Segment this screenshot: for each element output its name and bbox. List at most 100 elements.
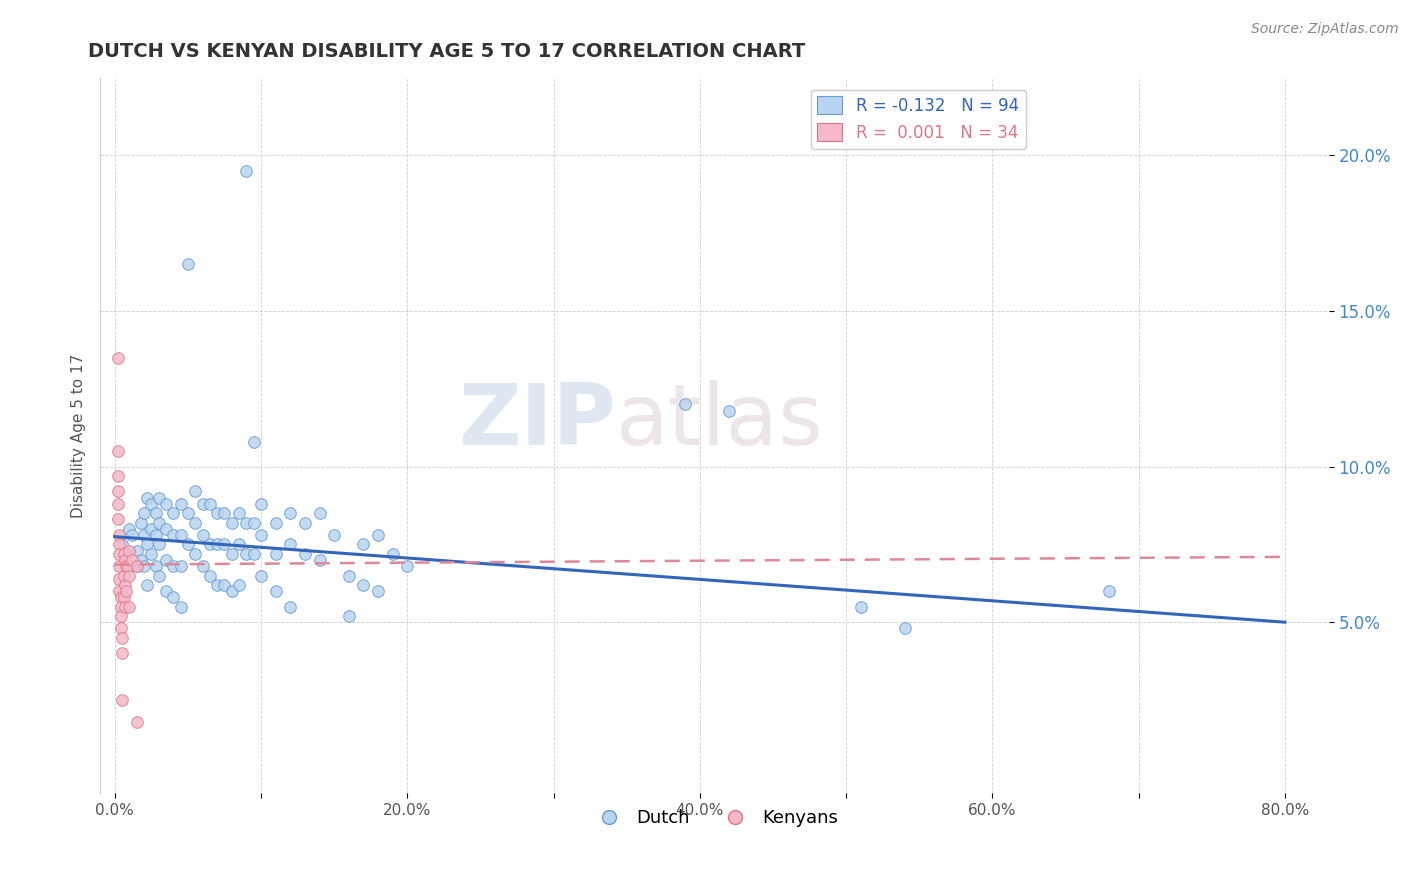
Point	[205, 578, 228, 592]
Point	[235, 516, 257, 530]
Point	[214, 578, 236, 592]
Point	[118, 522, 141, 536]
Point	[191, 559, 214, 574]
Point	[205, 506, 228, 520]
Point	[198, 568, 221, 582]
Point	[278, 506, 301, 520]
Point	[108, 559, 131, 574]
Point	[141, 497, 163, 511]
Point	[169, 559, 191, 574]
Point	[110, 599, 132, 614]
Point	[115, 547, 138, 561]
Point	[148, 516, 170, 530]
Point	[205, 537, 228, 551]
Point	[198, 497, 221, 511]
Point	[121, 553, 143, 567]
Point	[242, 434, 264, 449]
Point	[125, 559, 148, 574]
Point	[118, 599, 141, 614]
Point	[115, 559, 138, 574]
Point	[169, 528, 191, 542]
Point	[148, 491, 170, 505]
Point	[114, 578, 136, 592]
Point	[111, 631, 134, 645]
Point	[177, 257, 200, 271]
Point	[112, 591, 135, 605]
Point	[110, 621, 132, 635]
Point	[141, 547, 163, 561]
Legend: Dutch, Kenyans: Dutch, Kenyans	[583, 802, 845, 834]
Point	[125, 714, 148, 729]
Point	[125, 559, 148, 574]
Point	[235, 164, 257, 178]
Point	[118, 543, 141, 558]
Point	[129, 516, 152, 530]
Point	[214, 506, 236, 520]
Point	[191, 497, 214, 511]
Point	[294, 516, 316, 530]
Point	[242, 516, 264, 530]
Point	[112, 568, 135, 582]
Point	[228, 537, 250, 551]
Point	[294, 547, 316, 561]
Point	[129, 553, 152, 567]
Point	[849, 599, 872, 614]
Point	[132, 559, 155, 574]
Point	[111, 537, 134, 551]
Point	[221, 584, 243, 599]
Point	[264, 547, 287, 561]
Point	[107, 469, 129, 483]
Point	[108, 584, 131, 599]
Point	[155, 522, 177, 536]
Point	[235, 547, 257, 561]
Point	[108, 528, 131, 542]
Text: ZIP: ZIP	[458, 380, 616, 463]
Point	[718, 403, 741, 417]
Point	[184, 484, 207, 499]
Point	[108, 537, 131, 551]
Point	[893, 621, 915, 635]
Point	[108, 572, 131, 586]
Point	[108, 547, 131, 561]
Point	[250, 568, 273, 582]
Point	[214, 537, 236, 551]
Point	[264, 516, 287, 530]
Point	[117, 559, 139, 574]
Point	[118, 559, 141, 574]
Point	[308, 506, 330, 520]
Point	[118, 568, 141, 582]
Point	[155, 497, 177, 511]
Point	[228, 578, 250, 592]
Point	[145, 506, 167, 520]
Point	[177, 537, 200, 551]
Point	[250, 497, 273, 511]
Point	[162, 559, 184, 574]
Point	[148, 568, 170, 582]
Point	[278, 599, 301, 614]
Point	[155, 584, 177, 599]
Point	[112, 547, 135, 561]
Point	[145, 528, 167, 542]
Point	[337, 609, 360, 624]
Point	[136, 537, 159, 551]
Point	[145, 559, 167, 574]
Point	[148, 537, 170, 551]
Point	[1098, 584, 1121, 599]
Point	[337, 568, 360, 582]
Point	[114, 553, 136, 567]
Point	[367, 528, 389, 542]
Point	[114, 599, 136, 614]
Text: Source: ZipAtlas.com: Source: ZipAtlas.com	[1251, 22, 1399, 37]
Point	[323, 528, 346, 542]
Point	[191, 528, 214, 542]
Point	[107, 444, 129, 458]
Point	[162, 591, 184, 605]
Point	[136, 578, 159, 592]
Point	[111, 693, 134, 707]
Point	[111, 646, 134, 660]
Point	[169, 599, 191, 614]
Point	[110, 609, 132, 624]
Point	[264, 584, 287, 599]
Point	[107, 497, 129, 511]
Point	[121, 528, 143, 542]
